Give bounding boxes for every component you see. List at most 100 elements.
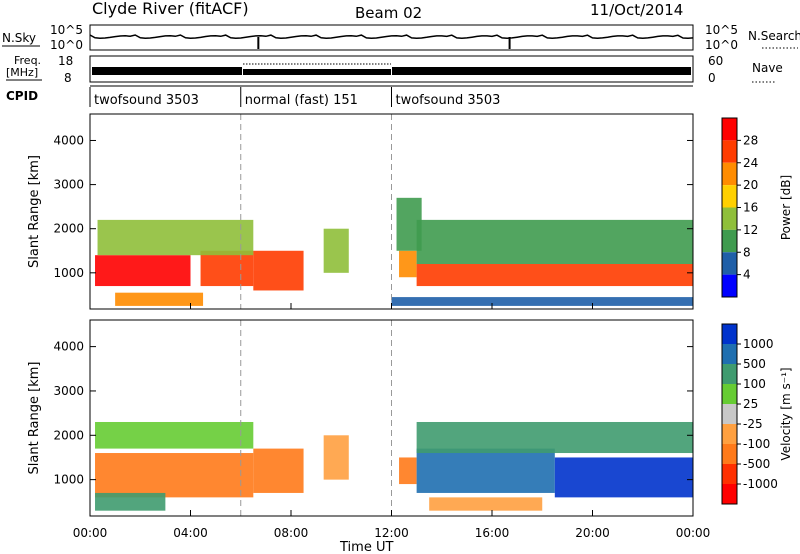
cpid-segment-label: twofsound 3503 (396, 93, 501, 108)
y-tick-label: 2000 (53, 222, 84, 236)
cpid-segment-label: twofsound 3503 (94, 93, 199, 108)
data-region (429, 497, 543, 511)
data-region (95, 492, 166, 511)
velocity-panel: 1000 2000 3000 4000 Slant Range [km] 1000 500 1… (27, 319, 793, 517)
frequency-band-2 (243, 69, 391, 75)
x-axis-title: Time UT (339, 540, 393, 554)
noise-left-tick-bottom: 10^0 (50, 38, 83, 52)
data-region (554, 457, 693, 498)
colorbar-swatch (722, 404, 737, 424)
beam-title: Beam 02 (355, 4, 422, 22)
date-title: 11/Oct/2014 (590, 1, 683, 19)
data-region (416, 421, 693, 454)
colorbar-swatch (722, 162, 737, 186)
colorbar-tick-label: 24 (743, 156, 758, 170)
freq-label-line2: [MHz] (6, 66, 38, 79)
x-tick-label: 12:00 (374, 526, 409, 540)
y-tick-label: 3000 (53, 178, 84, 192)
y-tick-label: 4000 (53, 133, 84, 147)
x-tick-label: 00:00 (676, 526, 711, 540)
freq-tick-top: 18 (58, 54, 73, 68)
station-title: Clyde River (fitACF) (92, 0, 249, 18)
colorbar-tick-label: 100 (743, 377, 766, 391)
colorbar-swatch (722, 118, 737, 141)
nave-tick-top: 60 (708, 54, 723, 68)
colorbar-swatch (722, 229, 737, 253)
freq-tick-bottom: 8 (64, 71, 72, 85)
colorbar-tick-label: 12 (743, 223, 758, 237)
colorbar-tick-label: 8 (743, 245, 751, 259)
noise-sky-trace (89, 34, 694, 39)
nave-label: Nave (752, 61, 783, 75)
noise-search-label: N.Search (748, 29, 800, 43)
data-region (95, 421, 254, 449)
noise-panel: N.Sky 10^5 10^0 10^5 10^0 N.Search (2, 23, 800, 52)
data-region (391, 297, 693, 306)
colorbar-swatch (722, 384, 737, 404)
noise-right-tick-top: 10^5 (705, 23, 738, 37)
colorbar-frame (721, 323, 738, 505)
colorbar-tick-label: 4 (743, 268, 751, 282)
data-region (416, 219, 693, 264)
colorbar-swatch (722, 274, 737, 297)
data-region (416, 448, 555, 493)
noise-right-tick-bottom: 10^0 (705, 38, 738, 52)
data-region (399, 250, 417, 278)
data-region (115, 292, 204, 306)
colorbar-tick-label: 500 (743, 357, 766, 371)
y-tick-label: 1000 (53, 473, 84, 487)
data-region (97, 219, 254, 256)
colorbar-swatch (722, 344, 737, 364)
y-tick-label: 4000 (53, 340, 84, 354)
colorbar-swatch (722, 424, 737, 444)
colorbar-swatch (722, 252, 737, 275)
frequency-band-1 (92, 67, 242, 75)
colorbar-tick-label: 25 (743, 397, 758, 411)
y-tick-label: 3000 (53, 384, 84, 398)
data-region (399, 457, 417, 485)
time-axis-labels: 00:00 04:00 08:00 12:00 16:00 20:00 00:00 (73, 526, 711, 540)
power-panel: 1000 2000 3000 4000 Slant Range [km] 28 24 20 16… (27, 113, 793, 310)
y-axis-label: Slant Range [km] (27, 155, 42, 268)
data-region (323, 228, 349, 273)
y-tick-label: 1000 (53, 266, 84, 280)
data-region (323, 435, 349, 480)
colorbar-tick-label: -500 (743, 457, 770, 471)
cpid-label: CPID (6, 89, 38, 103)
colorbar-tick-label: 1000 (743, 337, 774, 351)
cpid-segment-label: normal (fast) 151 (245, 93, 358, 108)
colorbar-tick-label: -100 (743, 437, 770, 451)
colorbar-tick-label: 16 (743, 201, 758, 215)
x-tick-label: 08:00 (274, 526, 309, 540)
data-region (416, 264, 693, 287)
frequency-band-3 (392, 67, 691, 75)
colorbar-swatch (722, 140, 737, 163)
colorbar-tick-label: -25 (743, 417, 763, 431)
noise-left-tick-top: 10^5 (50, 23, 83, 37)
nave-tick-bottom: 0 (708, 71, 716, 85)
x-tick-label: 20:00 (575, 526, 610, 540)
noise-sky-label: N.Sky (2, 31, 36, 45)
x-tick-label: 16:00 (475, 526, 510, 540)
y-tick-label: 2000 (53, 428, 84, 442)
data-region (95, 255, 191, 287)
colorbar-swatch (722, 464, 737, 484)
cpid-row: CPID twofsound 3503 normal (fast) 151 twof… (6, 85, 693, 108)
data-region (95, 453, 254, 498)
data-region (253, 448, 304, 493)
colorbar-tick-label: 20 (743, 178, 758, 192)
colorbar-swatch (722, 444, 737, 464)
x-tick-label: 04:00 (173, 526, 208, 540)
colorbar-swatch (722, 364, 737, 384)
y-axis-label: Slant Range [km] (27, 362, 42, 475)
data-region (200, 250, 254, 287)
colorbar-tick-label: -1000 (743, 477, 778, 491)
colorbar-swatch (722, 324, 737, 344)
colorbar-tick-label: 28 (743, 133, 758, 147)
frequency-panel: Freq. [MHz] 18 8 60 0 Nave (6, 54, 783, 85)
colorbar-swatch (722, 185, 737, 208)
x-tick-label: 00:00 (73, 526, 108, 540)
colorbar-label: Velocity [m s⁻¹] (779, 367, 793, 460)
data-region (253, 250, 304, 291)
